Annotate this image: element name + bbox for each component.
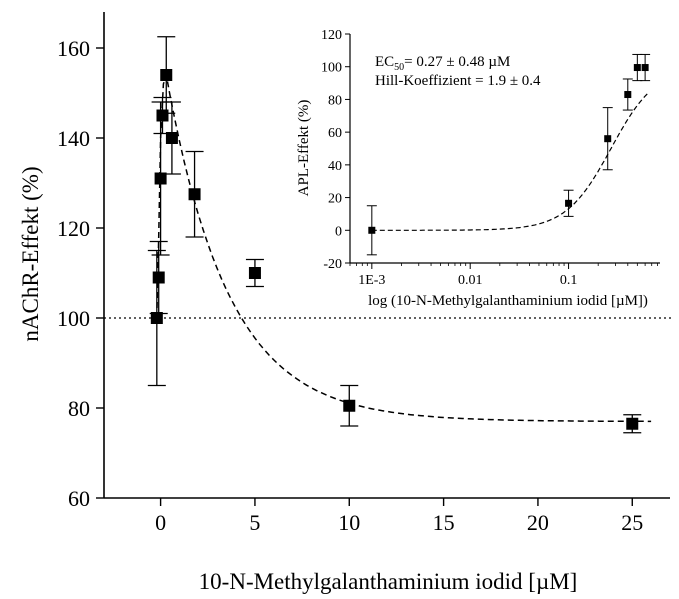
main-x-tick-label-1: 5: [249, 510, 260, 535]
main-data-point-1: [152, 271, 165, 284]
main-data-point-5: [165, 132, 178, 144]
main-y-tick-label-1: 80: [68, 396, 90, 421]
main-x-tick-label-0: 0: [155, 510, 166, 535]
main-y-axis-label: nAChR-Effekt (%): [18, 166, 43, 341]
inset-ec50-value: = 0.27 ± 0.48 µM: [404, 54, 510, 70]
inset-hill-annotation: Hill-Koeffizient = 1.9 ± 0.4: [375, 73, 541, 89]
inset-plot: log (10-N-Methylgalanthaminium iodid [µM…: [296, 28, 660, 309]
main-data-point-7: [248, 267, 261, 279]
inset-y-tick-label-6: 100: [321, 61, 342, 76]
inset-data-point-0: [368, 226, 376, 234]
main-y-tick-label-3: 120: [57, 216, 90, 241]
main-data-point-0: [150, 312, 163, 324]
main-data-point-8: [343, 399, 356, 412]
inset-y-tick-label-5: 80: [328, 93, 342, 108]
inset-y-tick-label-7: 120: [321, 28, 342, 43]
main-data-point-3: [156, 109, 169, 122]
main-data-point-9: [626, 417, 639, 430]
inset-data-point-1: [565, 199, 573, 207]
main-x-tick-label-4: 20: [527, 510, 549, 535]
inset-x-tick-label-0: 1E-3: [358, 273, 385, 288]
inset-y-tick-label-1: 0: [335, 224, 342, 239]
main-x-axis-label: 10-N-Methylgalanthaminium iodid [µM]: [199, 569, 578, 594]
inset-ec50-annotation: EC50= 0.27 ± 0.48 µM: [375, 54, 510, 73]
main-y-tick-label-4: 140: [57, 126, 90, 151]
main-x-tick-label-3: 15: [433, 510, 455, 535]
inset-fit-curve: [371, 93, 648, 231]
inset-y-axis-label: APL-Effekt (%): [296, 100, 312, 197]
inset-y-tick-label-3: 40: [328, 159, 342, 174]
main-fit-curve: [156, 74, 652, 423]
main-plot: 10-N-Methylgalanthaminium iodid [µM] nAC…: [18, 12, 672, 594]
main-x-tick-label-2: 10: [338, 510, 360, 535]
main-data-point-6: [188, 188, 201, 201]
inset-x-tick-label-1: 0.01: [458, 273, 483, 288]
main-x-tick-label-5: 25: [621, 510, 643, 535]
inset-x-tick-label-2: 0.1: [560, 273, 578, 288]
inset-data-point-4: [633, 64, 641, 72]
inset-data-point-2: [604, 135, 612, 143]
inset-y-tick-label-0: -20: [323, 257, 342, 272]
main-y-tick-label-2: 100: [57, 306, 90, 331]
inset-data-point-5: [641, 64, 649, 72]
main-data-point-2: [154, 172, 167, 185]
main-data-point-4: [160, 69, 173, 81]
main-y-tick-label-0: 60: [68, 486, 90, 511]
inset-x-axis-label: log (10-N-Methylgalanthaminium iodid [µM…: [368, 293, 648, 309]
inset-data-point-3: [624, 91, 632, 99]
inset-y-tick-label-4: 60: [328, 126, 342, 141]
inset-y-tick-label-2: 20: [328, 192, 342, 207]
main-y-tick-label-5: 160: [57, 36, 90, 61]
